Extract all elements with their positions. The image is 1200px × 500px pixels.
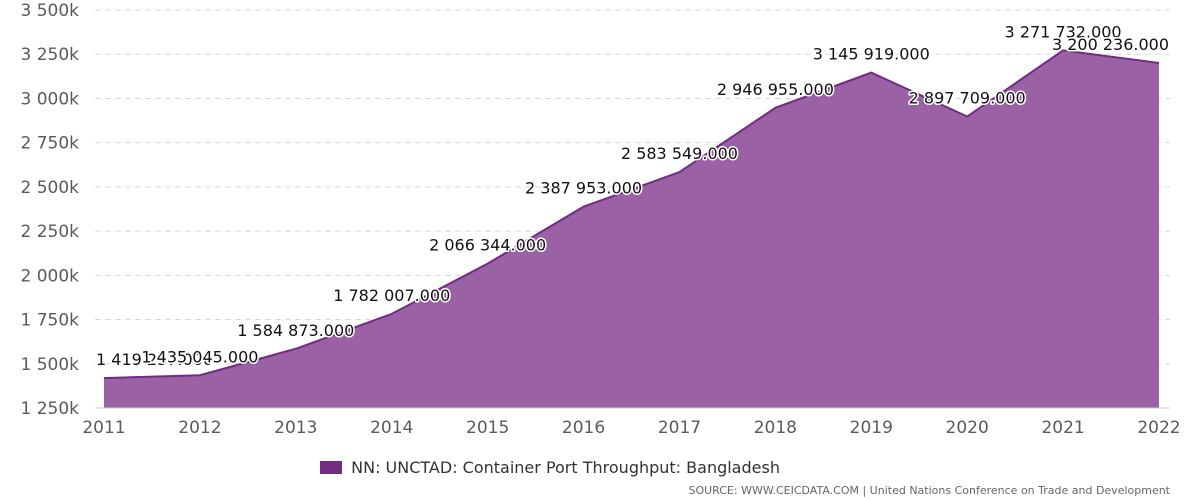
legend-label: NN: UNCTAD: Container Port Throughput: B… (351, 458, 780, 477)
x-tick-label: 2011 (82, 418, 125, 438)
x-tick-label: 2020 (946, 418, 989, 438)
data-label: 2 387 953.000 (525, 179, 642, 198)
y-tick-label: 1 500k (20, 355, 79, 375)
data-label: 1 435 045.000 (141, 347, 258, 366)
legend[interactable]: NN: UNCTAD: Container Port Throughput: B… (0, 458, 1100, 477)
y-tick-label: 3 000k (20, 89, 79, 109)
data-label: 3 145 919.000 (813, 45, 930, 64)
x-tick-label: 2013 (274, 418, 317, 438)
data-label: 2 583 549.000 (621, 144, 738, 163)
y-tick-label: 2 000k (20, 266, 79, 286)
data-label: 2 946 955.000 (717, 80, 834, 99)
y-tick-label: 3 250k (20, 45, 79, 65)
legend-swatch (320, 461, 343, 474)
data-label: 2 066 344.000 (429, 236, 546, 255)
y-tick-label: 1 250k (20, 399, 79, 419)
data-label: 1 782 007.000 (333, 286, 450, 305)
x-tick-label: 2019 (850, 418, 893, 438)
x-tick-label: 2012 (178, 418, 221, 438)
x-tick-label: 2021 (1041, 418, 1084, 438)
y-tick-label: 2 500k (20, 178, 79, 198)
area-chart: 1 250k 1 500k 1 750k 2 000k 2 250k 2 500k 2 75… (20, 1, 1180, 438)
data-label: 3 200 236.000 (1052, 35, 1169, 54)
data-label: 2 897 709.000 (909, 89, 1026, 108)
data-label: 3 271 732.000 (1005, 22, 1122, 41)
series-area (104, 50, 1159, 408)
x-tick-label: 2014 (370, 418, 413, 438)
x-tick-label: 2016 (562, 418, 605, 438)
data-label: 1 584 873.000 (237, 321, 354, 340)
y-tick-label: 2 250k (20, 222, 79, 242)
source-note: SOURCE: WWW.CEICDATA.COM | United Nation… (688, 484, 1170, 497)
y-tick-label: 3 500k (20, 1, 79, 21)
y-tick-label: 2 750k (20, 134, 79, 154)
y-tick-label: 1 750k (20, 311, 79, 331)
x-tick-label: 2022 (1137, 418, 1180, 438)
data-label: 1 419 237.000 (96, 350, 213, 369)
x-tick-label: 2015 (466, 418, 509, 438)
x-tick-label: 2018 (754, 418, 797, 438)
series-line (103, 49, 1160, 380)
x-tick-label: 2017 (658, 418, 701, 438)
